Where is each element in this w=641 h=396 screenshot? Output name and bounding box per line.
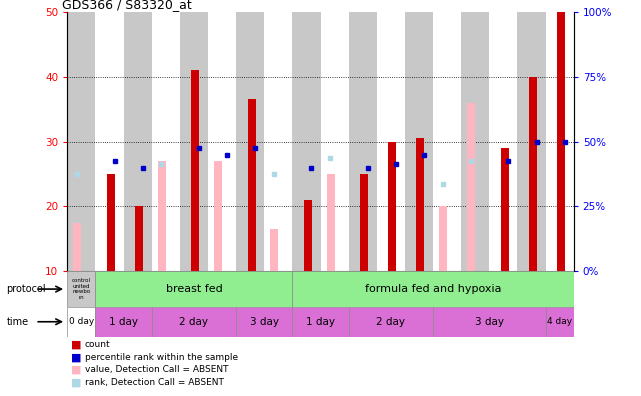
Bar bbox=[405, 12, 433, 271]
Bar bbox=[124, 12, 152, 271]
Text: percentile rank within the sample: percentile rank within the sample bbox=[85, 353, 238, 362]
Bar bbox=[304, 200, 312, 271]
Bar bbox=[271, 229, 278, 271]
Bar bbox=[247, 99, 256, 271]
Bar bbox=[417, 138, 424, 271]
Bar bbox=[557, 12, 565, 271]
Text: ■: ■ bbox=[71, 339, 81, 350]
Bar bbox=[433, 12, 461, 271]
Text: ■: ■ bbox=[71, 365, 81, 375]
Bar bbox=[292, 271, 574, 307]
Text: 2 day: 2 day bbox=[376, 317, 405, 327]
Bar bbox=[320, 12, 349, 271]
Bar bbox=[152, 12, 180, 271]
Bar bbox=[67, 307, 96, 337]
Bar bbox=[158, 161, 166, 271]
Text: 3 day: 3 day bbox=[250, 317, 279, 327]
Bar bbox=[545, 12, 574, 271]
Bar bbox=[517, 12, 545, 271]
Bar bbox=[152, 307, 236, 337]
Bar bbox=[433, 307, 545, 337]
Bar bbox=[377, 12, 405, 271]
Bar bbox=[208, 12, 236, 271]
Text: breast fed: breast fed bbox=[165, 284, 222, 294]
Bar bbox=[236, 307, 292, 337]
Bar bbox=[236, 12, 264, 271]
Bar bbox=[529, 77, 537, 271]
Bar bbox=[214, 161, 222, 271]
Text: 0 day: 0 day bbox=[69, 317, 94, 326]
Bar bbox=[439, 206, 447, 271]
Bar bbox=[489, 12, 517, 271]
Text: protocol: protocol bbox=[6, 284, 46, 294]
Text: control
united
newbo
rn: control united newbo rn bbox=[72, 278, 91, 300]
Text: value, Detection Call = ABSENT: value, Detection Call = ABSENT bbox=[85, 366, 228, 374]
Text: 1 day: 1 day bbox=[109, 317, 138, 327]
Bar bbox=[192, 70, 199, 271]
Bar bbox=[67, 271, 96, 307]
Text: count: count bbox=[85, 340, 110, 349]
Bar bbox=[501, 148, 509, 271]
Text: time: time bbox=[6, 317, 29, 327]
Text: 1 day: 1 day bbox=[306, 317, 335, 327]
Bar bbox=[96, 271, 292, 307]
Bar bbox=[107, 174, 115, 271]
Text: rank, Detection Call = ABSENT: rank, Detection Call = ABSENT bbox=[85, 378, 224, 387]
Text: 3 day: 3 day bbox=[475, 317, 504, 327]
Text: ■: ■ bbox=[71, 377, 81, 388]
Bar bbox=[349, 307, 433, 337]
Text: 4 day: 4 day bbox=[547, 317, 572, 326]
Bar bbox=[135, 206, 143, 271]
Bar bbox=[461, 12, 489, 271]
Bar bbox=[327, 174, 335, 271]
Bar bbox=[67, 12, 96, 271]
Text: GDS366 / S83320_at: GDS366 / S83320_at bbox=[62, 0, 192, 11]
Bar bbox=[349, 12, 377, 271]
Bar bbox=[545, 307, 574, 337]
Bar bbox=[388, 141, 396, 271]
Bar bbox=[360, 174, 368, 271]
Bar bbox=[96, 12, 124, 271]
Text: formula fed and hypoxia: formula fed and hypoxia bbox=[365, 284, 501, 294]
Bar bbox=[74, 223, 81, 271]
Bar bbox=[96, 307, 152, 337]
Text: ■: ■ bbox=[71, 352, 81, 362]
Bar bbox=[180, 12, 208, 271]
Bar bbox=[264, 12, 292, 271]
Text: 2 day: 2 day bbox=[179, 317, 208, 327]
Bar bbox=[467, 103, 475, 271]
Bar bbox=[292, 307, 349, 337]
Bar bbox=[292, 12, 320, 271]
